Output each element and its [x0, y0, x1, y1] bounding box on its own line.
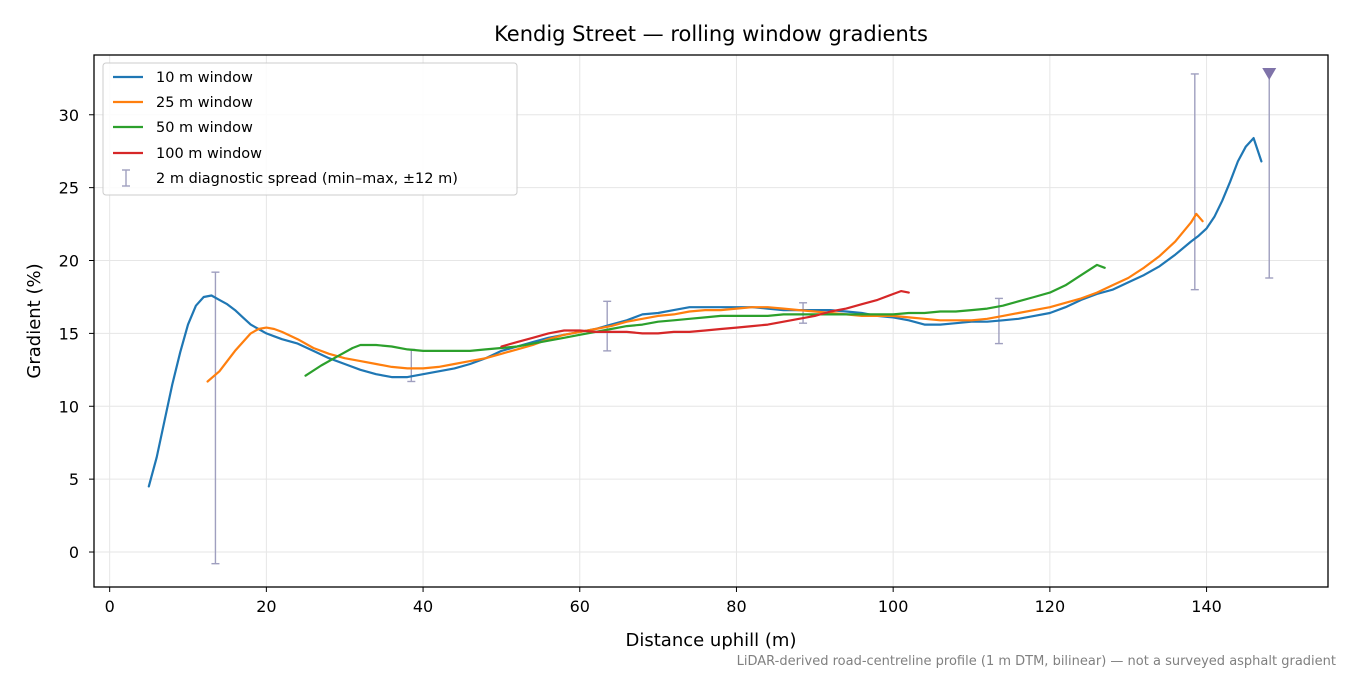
x-tick-label: 60 [570, 597, 590, 616]
chart-title: Kendig Street — rolling window gradients [494, 22, 928, 46]
y-tick-label: 0 [69, 543, 79, 562]
series-line-25-m-window [206, 212, 1204, 383]
legend-box [102, 62, 518, 196]
y-tick-label: 10 [59, 397, 79, 416]
y-axis-title: Gradient (%) [24, 263, 45, 378]
legend: 10 m window 25 m window 50 m window 100 m w… [102, 62, 518, 196]
x-axis-title: Distance uphill (m) [626, 630, 797, 651]
x-tick-label: 120 [1035, 597, 1066, 616]
clipped-marker [1262, 67, 1277, 80]
x-tick-label: 140 [1191, 597, 1222, 616]
legend-label-10-m-window: 10 m window [156, 70, 253, 86]
footnote: LiDAR-derived road-centreline profile (1… [737, 654, 1336, 669]
y-tick-label: 15 [59, 324, 79, 343]
y-tick-label: 5 [69, 470, 79, 489]
x-tick-label: 100 [878, 597, 909, 616]
y-tick-label: 30 [59, 106, 79, 125]
y-tick-label: 20 [59, 252, 79, 271]
x-axis: 0 20 40 60 80 100 120 140 [105, 587, 1222, 616]
plot-frame [93, 54, 1329, 588]
legend-label-100-m-window: 100 m window [156, 146, 262, 162]
legend-label-spread: 2 m diagnostic spread (min–max, ±12 m) [156, 171, 458, 187]
legend-label-50-m-window: 50 m window [156, 120, 253, 136]
series-layer [147, 137, 1263, 488]
x-tick-label: 20 [256, 597, 276, 616]
x-tick-label: 0 [105, 597, 115, 616]
y-tick-label: 25 [59, 179, 79, 198]
series-line-100-m-window [500, 290, 910, 348]
x-tick-label: 80 [726, 597, 746, 616]
y-axis: 0 5 10 15 20 25 30 [59, 106, 94, 562]
series-line-50-m-window [304, 263, 1106, 377]
x-tick-label: 40 [413, 597, 433, 616]
legend-label-25-m-window: 25 m window [156, 95, 253, 111]
